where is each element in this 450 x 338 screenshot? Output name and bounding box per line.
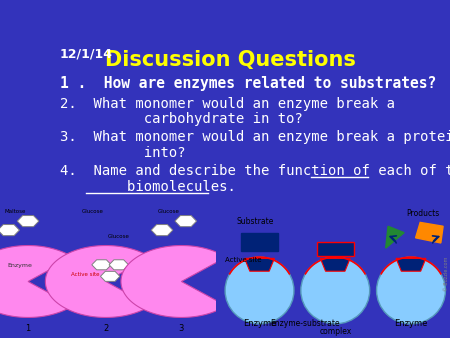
Text: Glucose: Glucose xyxy=(158,210,180,214)
Text: 12/1/14: 12/1/14 xyxy=(60,47,113,60)
Text: 2.  What monomer would an enzyme break a: 2. What monomer would an enzyme break a xyxy=(60,97,395,111)
Polygon shape xyxy=(317,242,354,256)
Polygon shape xyxy=(245,258,274,271)
Ellipse shape xyxy=(225,257,294,324)
Text: carbohydrate in to?: carbohydrate in to? xyxy=(60,112,302,126)
Ellipse shape xyxy=(377,257,446,324)
Text: 1: 1 xyxy=(26,324,31,333)
Text: 3: 3 xyxy=(179,324,184,333)
Text: © Buzzle.com: © Buzzle.com xyxy=(444,257,449,291)
Polygon shape xyxy=(121,245,226,317)
Polygon shape xyxy=(0,245,72,317)
Text: Maltose: Maltose xyxy=(4,210,26,214)
Text: 3.  What monomer would an enzyme break a protein: 3. What monomer would an enzyme break a … xyxy=(60,130,450,144)
Ellipse shape xyxy=(301,257,370,324)
Text: Glucose: Glucose xyxy=(108,234,130,239)
Polygon shape xyxy=(396,258,426,271)
Text: Active site: Active site xyxy=(225,257,261,263)
Text: Glucose: Glucose xyxy=(82,210,104,214)
Text: Discussion Questions: Discussion Questions xyxy=(105,50,356,70)
Polygon shape xyxy=(92,260,111,270)
Polygon shape xyxy=(45,245,150,317)
Text: Enzyme-substrate: Enzyme-substrate xyxy=(270,319,340,329)
Text: Enzyme: Enzyme xyxy=(7,263,32,268)
Polygon shape xyxy=(0,224,19,236)
Text: into?: into? xyxy=(60,146,185,160)
Polygon shape xyxy=(109,260,129,270)
Polygon shape xyxy=(386,226,404,248)
Text: 4.  Name and describe the function of each of the four: 4. Name and describe the function of eac… xyxy=(60,164,450,178)
Text: 2: 2 xyxy=(103,324,108,333)
Text: 1 .  How are enzymes related to substrates?: 1 . How are enzymes related to substrate… xyxy=(60,76,436,91)
Polygon shape xyxy=(151,224,173,236)
Text: Active site: Active site xyxy=(71,272,100,277)
Text: Products: Products xyxy=(406,209,439,218)
Polygon shape xyxy=(175,216,197,227)
Polygon shape xyxy=(100,271,120,281)
Text: Enzyme: Enzyme xyxy=(394,319,428,329)
Text: biomolecules.: biomolecules. xyxy=(60,180,236,194)
Polygon shape xyxy=(320,258,350,271)
Polygon shape xyxy=(241,233,278,251)
Text: Substrate: Substrate xyxy=(237,217,274,226)
Text: complex: complex xyxy=(319,327,351,336)
Polygon shape xyxy=(416,222,443,243)
Polygon shape xyxy=(17,216,39,227)
Text: Enzyme: Enzyme xyxy=(243,319,276,329)
